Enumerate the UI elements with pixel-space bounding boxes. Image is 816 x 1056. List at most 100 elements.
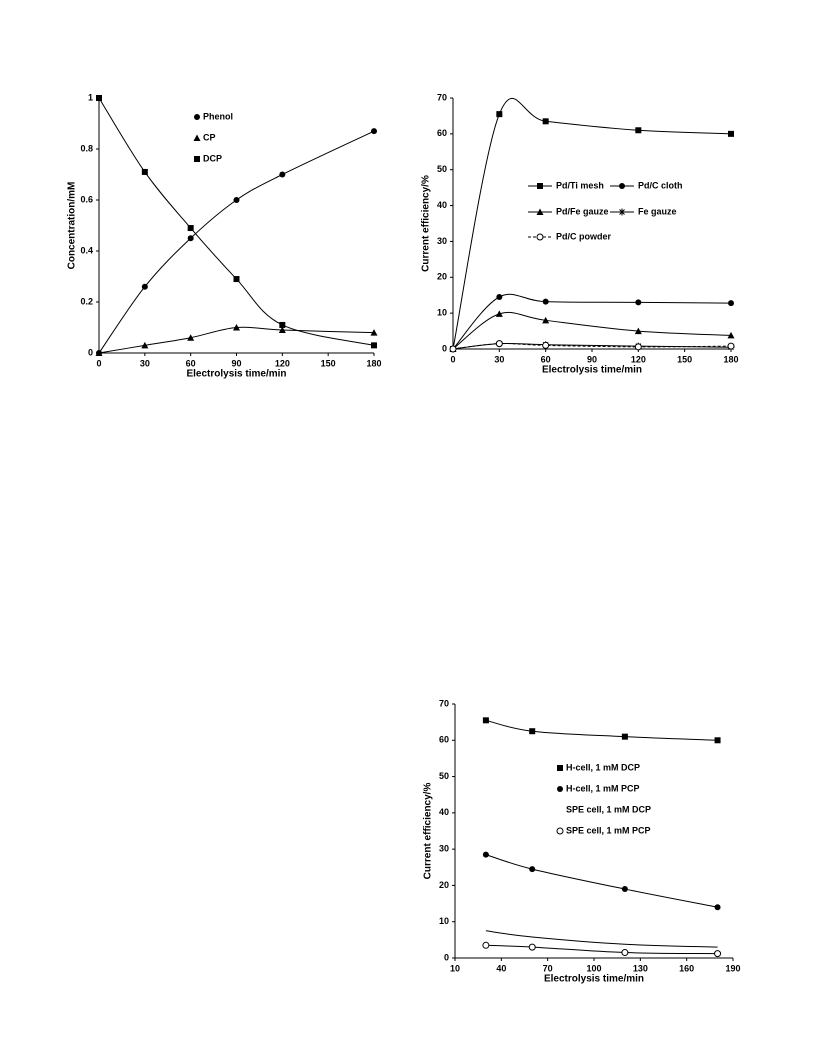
marker [728, 300, 734, 307]
marker [187, 334, 195, 341]
series-line [452, 98, 732, 350]
marker [529, 866, 536, 873]
marker [496, 111, 503, 118]
legend-label: Fe gauze [638, 206, 677, 216]
legend-label: SPE cell, 1 mM DCP [566, 804, 651, 814]
marker [542, 118, 549, 125]
marker [528, 943, 536, 951]
x-tick-label: 160 [679, 963, 694, 973]
x-axis-label: Electrolysis time/min [542, 365, 642, 376]
marker [557, 765, 563, 771]
x-axis-label: Electrolysis time/min [186, 369, 286, 380]
y-tick-label: 50 [437, 164, 447, 174]
y-tick-label: 20 [437, 272, 447, 282]
marker [187, 235, 194, 242]
marker [141, 283, 148, 290]
y-tick-label: 20 [439, 880, 449, 890]
y-axis-label: Current efficiency/% [423, 783, 434, 880]
marker [193, 134, 201, 141]
marker [95, 349, 103, 356]
marker [233, 197, 240, 203]
x-tick-label: 30 [494, 354, 504, 364]
marker [371, 128, 377, 135]
legend-label: Pd/Ti mesh [556, 180, 604, 190]
x-tick-label: 90 [231, 358, 241, 368]
marker [619, 183, 625, 189]
marker [542, 316, 550, 324]
marker [556, 827, 564, 835]
legend-label: SPE cell, 1 mM PCP [566, 825, 651, 835]
legend-label: Pd/C cloth [638, 180, 683, 190]
y-tick-label: 10 [439, 916, 449, 926]
marker [141, 168, 148, 175]
marker [618, 208, 626, 216]
marker [141, 341, 149, 349]
series-line [485, 944, 718, 955]
y-tick-label: 30 [437, 236, 447, 246]
marker [728, 130, 734, 137]
y-tick-label: 60 [439, 735, 449, 745]
y-tick-label: 50 [439, 771, 449, 781]
x-tick-label: 40 [496, 963, 506, 973]
marker [714, 904, 721, 911]
marker [482, 717, 489, 724]
x-tick-label: 10 [450, 963, 460, 973]
series-line [452, 343, 732, 350]
x-tick-label: 120 [631, 354, 646, 364]
x-tick-label: 60 [541, 354, 551, 364]
y-tick-label: 70 [437, 92, 447, 102]
legend-label: H-cell, 1 mM DCP [566, 762, 640, 772]
x-tick-label: 150 [321, 358, 336, 368]
marker [635, 299, 642, 306]
series-line [485, 719, 718, 741]
marker [495, 310, 503, 317]
marker [557, 786, 563, 792]
series-line [98, 326, 375, 354]
legend-label: Pd/C powder [556, 231, 611, 241]
y-tick-label: 0.2 [80, 296, 93, 306]
legend-label: Phenol [203, 111, 233, 121]
y-tick-label: 60 [437, 128, 447, 138]
x-tick-label: 100 [586, 963, 601, 973]
marker [536, 233, 544, 241]
series-line [485, 930, 718, 948]
y-tick-label: 1 [88, 92, 93, 102]
y-tick-label: 70 [439, 698, 449, 708]
x-tick-label: 190 [725, 963, 740, 973]
legend-label: DCP [203, 153, 222, 163]
series-line [452, 311, 732, 350]
y-axis-label: Concentration/mM [67, 182, 78, 270]
marker [233, 276, 240, 283]
marker [714, 737, 721, 744]
marker [194, 114, 200, 120]
x-tick-label: 60 [186, 358, 196, 368]
marker [634, 343, 642, 351]
marker [635, 127, 642, 134]
y-tick-label: 40 [439, 807, 449, 817]
legend-label: H-cell, 1 mM PCP [566, 783, 640, 793]
x-tick-label: 90 [587, 354, 597, 364]
legend-label: CP [203, 132, 216, 142]
marker [96, 95, 102, 101]
x-tick-label: 150 [677, 354, 692, 364]
y-tick-label: 0.4 [80, 245, 93, 255]
marker [714, 950, 722, 958]
y-tick-label: 0.6 [80, 194, 93, 204]
y-tick-label: 0 [88, 347, 93, 357]
x-tick-label: 120 [275, 358, 290, 368]
marker [536, 208, 544, 215]
marker [482, 851, 489, 858]
y-tick-label: 40 [437, 200, 447, 210]
y-tick-label: 0 [444, 952, 449, 962]
series-line [98, 130, 375, 354]
x-tick-label: 180 [366, 358, 381, 368]
marker [370, 329, 378, 336]
y-axis-label: Current efficiency/% [421, 175, 432, 272]
marker [278, 326, 286, 334]
series-line [452, 293, 732, 350]
marker [233, 324, 240, 331]
marker [371, 342, 377, 349]
marker [537, 183, 543, 189]
marker [542, 298, 549, 305]
